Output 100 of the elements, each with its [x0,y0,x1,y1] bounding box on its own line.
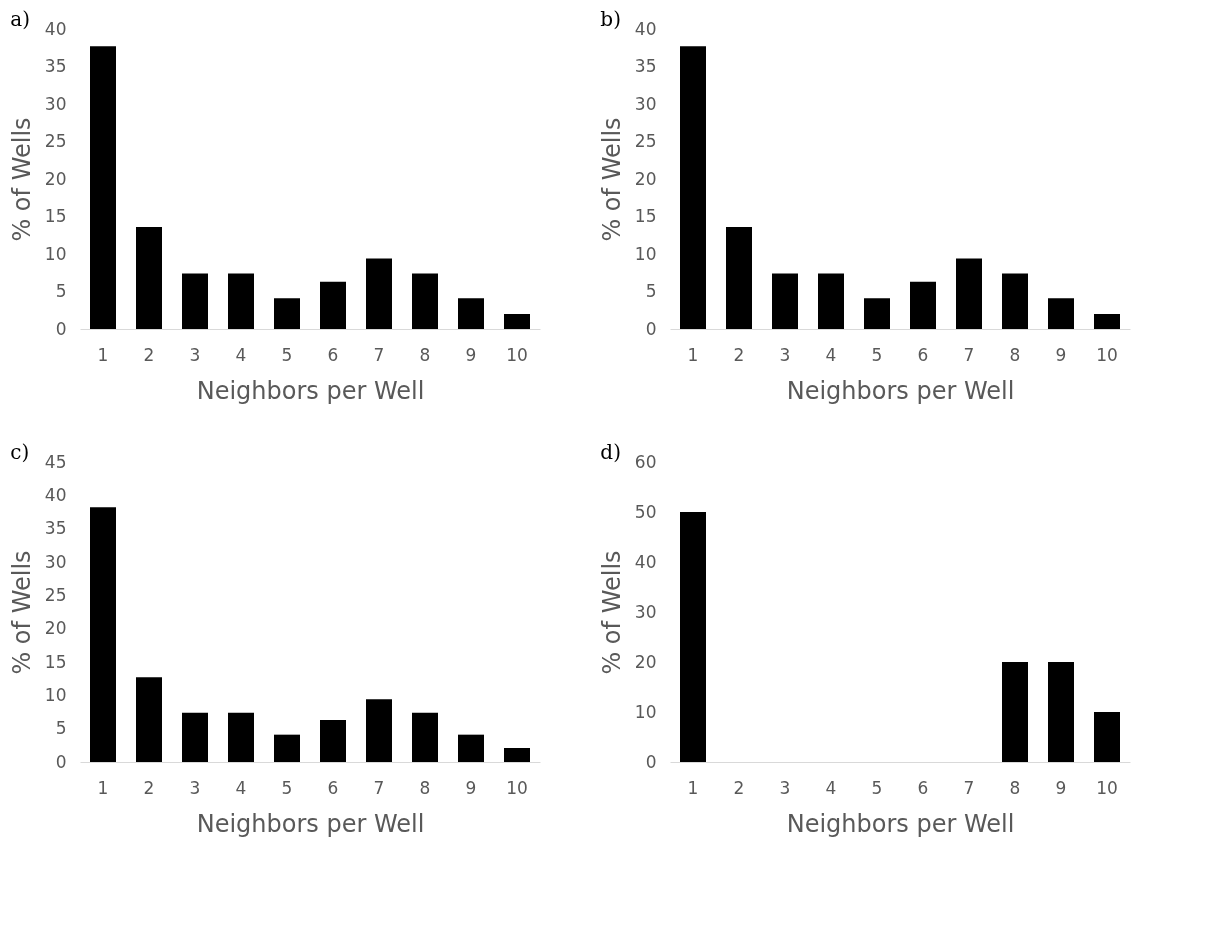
bar [910,281,936,329]
bar [228,273,254,329]
y-tick-label: 40 [44,484,67,505]
bar [228,712,254,762]
x-tick-label: 6 [917,777,929,798]
chart-title: c) [10,440,30,464]
x-tick-label: 8 [419,344,431,365]
bar [320,720,346,762]
bar [366,699,392,762]
x-tick-label: 10 [506,344,528,365]
y-tick-label: 40 [44,18,67,39]
bar [90,507,116,762]
x-tick-label: 8 [419,777,431,798]
x-tick-label: 4 [235,777,247,798]
x-axis-title: Neighbors per Well [196,376,425,405]
bar [772,273,798,329]
y-tick-label: 15 [44,206,67,226]
y-tick-label: 25 [44,584,67,605]
x-tick-label: 1 [687,344,699,365]
bar [1094,712,1120,762]
y-tick-label: 30 [44,551,67,572]
bar [1048,298,1074,329]
bar [504,748,530,762]
y-tick-label: 0 [645,751,657,772]
x-tick-label: 9 [465,344,477,365]
bar [1002,662,1028,762]
bar [366,258,392,329]
chart-title: a) [10,7,31,31]
bar [680,46,706,329]
y-tick-label: 0 [645,318,657,339]
y-axis-title: % of Wells [597,117,626,242]
x-tick-label: 2 [733,344,745,365]
x-tick-label: 6 [917,344,929,365]
y-axis-title: % of Wells [597,550,626,675]
x-tick-label: 7 [373,777,385,798]
bar [320,281,346,329]
x-tick-label: 5 [281,344,293,365]
x-tick-label: 1 [97,344,109,365]
y-tick-label: 15 [44,651,67,672]
x-tick-label: 5 [281,777,293,798]
x-tick-label: 9 [1055,344,1067,365]
x-tick-label: 3 [189,344,201,365]
x-tick-label: 7 [373,344,385,365]
chart-title: b) [600,7,621,31]
y-tick-label: 0 [55,318,67,339]
y-tick-label: 30 [634,601,657,622]
x-axis-title: Neighbors per Well [196,809,425,838]
y-tick-label: 50 [634,501,657,522]
x-tick-label: 7 [963,344,975,365]
y-tick-label: 60 [634,451,657,472]
y-tick-label: 10 [634,243,657,264]
y-tick-label: 40 [634,551,657,572]
x-tick-label: 3 [779,777,791,798]
bar [458,734,484,762]
bar [412,273,438,329]
bar [1048,662,1074,762]
y-tick-label: 10 [634,701,657,722]
chart-title: d) [600,440,621,464]
y-tick-label: 35 [44,518,67,539]
x-tick-label: 10 [1096,344,1118,365]
x-tick-label: 3 [189,777,201,798]
y-tick-label: 25 [44,131,67,151]
x-tick-label: 5 [871,777,883,798]
bar [458,298,484,329]
y-axis-title: % of Wells [7,117,36,242]
x-tick-label: 7 [963,777,975,798]
bar [1002,273,1028,329]
bar [136,677,162,762]
y-tick-label: 5 [645,281,657,301]
y-tick-label: 25 [634,131,657,151]
x-tick-label: 1 [687,777,699,798]
x-tick-label: 2 [143,344,155,365]
y-tick-label: 40 [634,18,657,39]
y-tick-label: 20 [634,651,657,672]
x-tick-label: 2 [733,777,745,798]
x-tick-label: 6 [327,344,339,365]
x-tick-label: 2 [143,777,155,798]
x-tick-label: 1 [97,777,109,798]
bar [274,734,300,762]
x-tick-label: 4 [825,344,837,365]
bar [1094,314,1120,329]
bar [136,227,162,329]
y-tick-label: 20 [44,618,67,639]
y-tick-label: 20 [44,168,67,189]
bar [182,273,208,329]
bar [864,298,890,329]
y-tick-label: 5 [55,718,67,739]
x-tick-label: 3 [779,344,791,365]
x-tick-label: 4 [825,777,837,798]
x-tick-label: 10 [1096,777,1118,798]
y-tick-label: 20 [634,168,657,189]
bar [818,273,844,329]
bar [274,298,300,329]
y-tick-label: 45 [44,451,67,472]
y-tick-label: 35 [44,56,67,76]
x-axis-title: Neighbors per Well [786,809,1015,838]
y-tick-label: 10 [44,684,67,705]
y-tick-label: 5 [55,281,67,301]
y-tick-label: 0 [55,751,67,772]
x-tick-label: 6 [327,777,339,798]
